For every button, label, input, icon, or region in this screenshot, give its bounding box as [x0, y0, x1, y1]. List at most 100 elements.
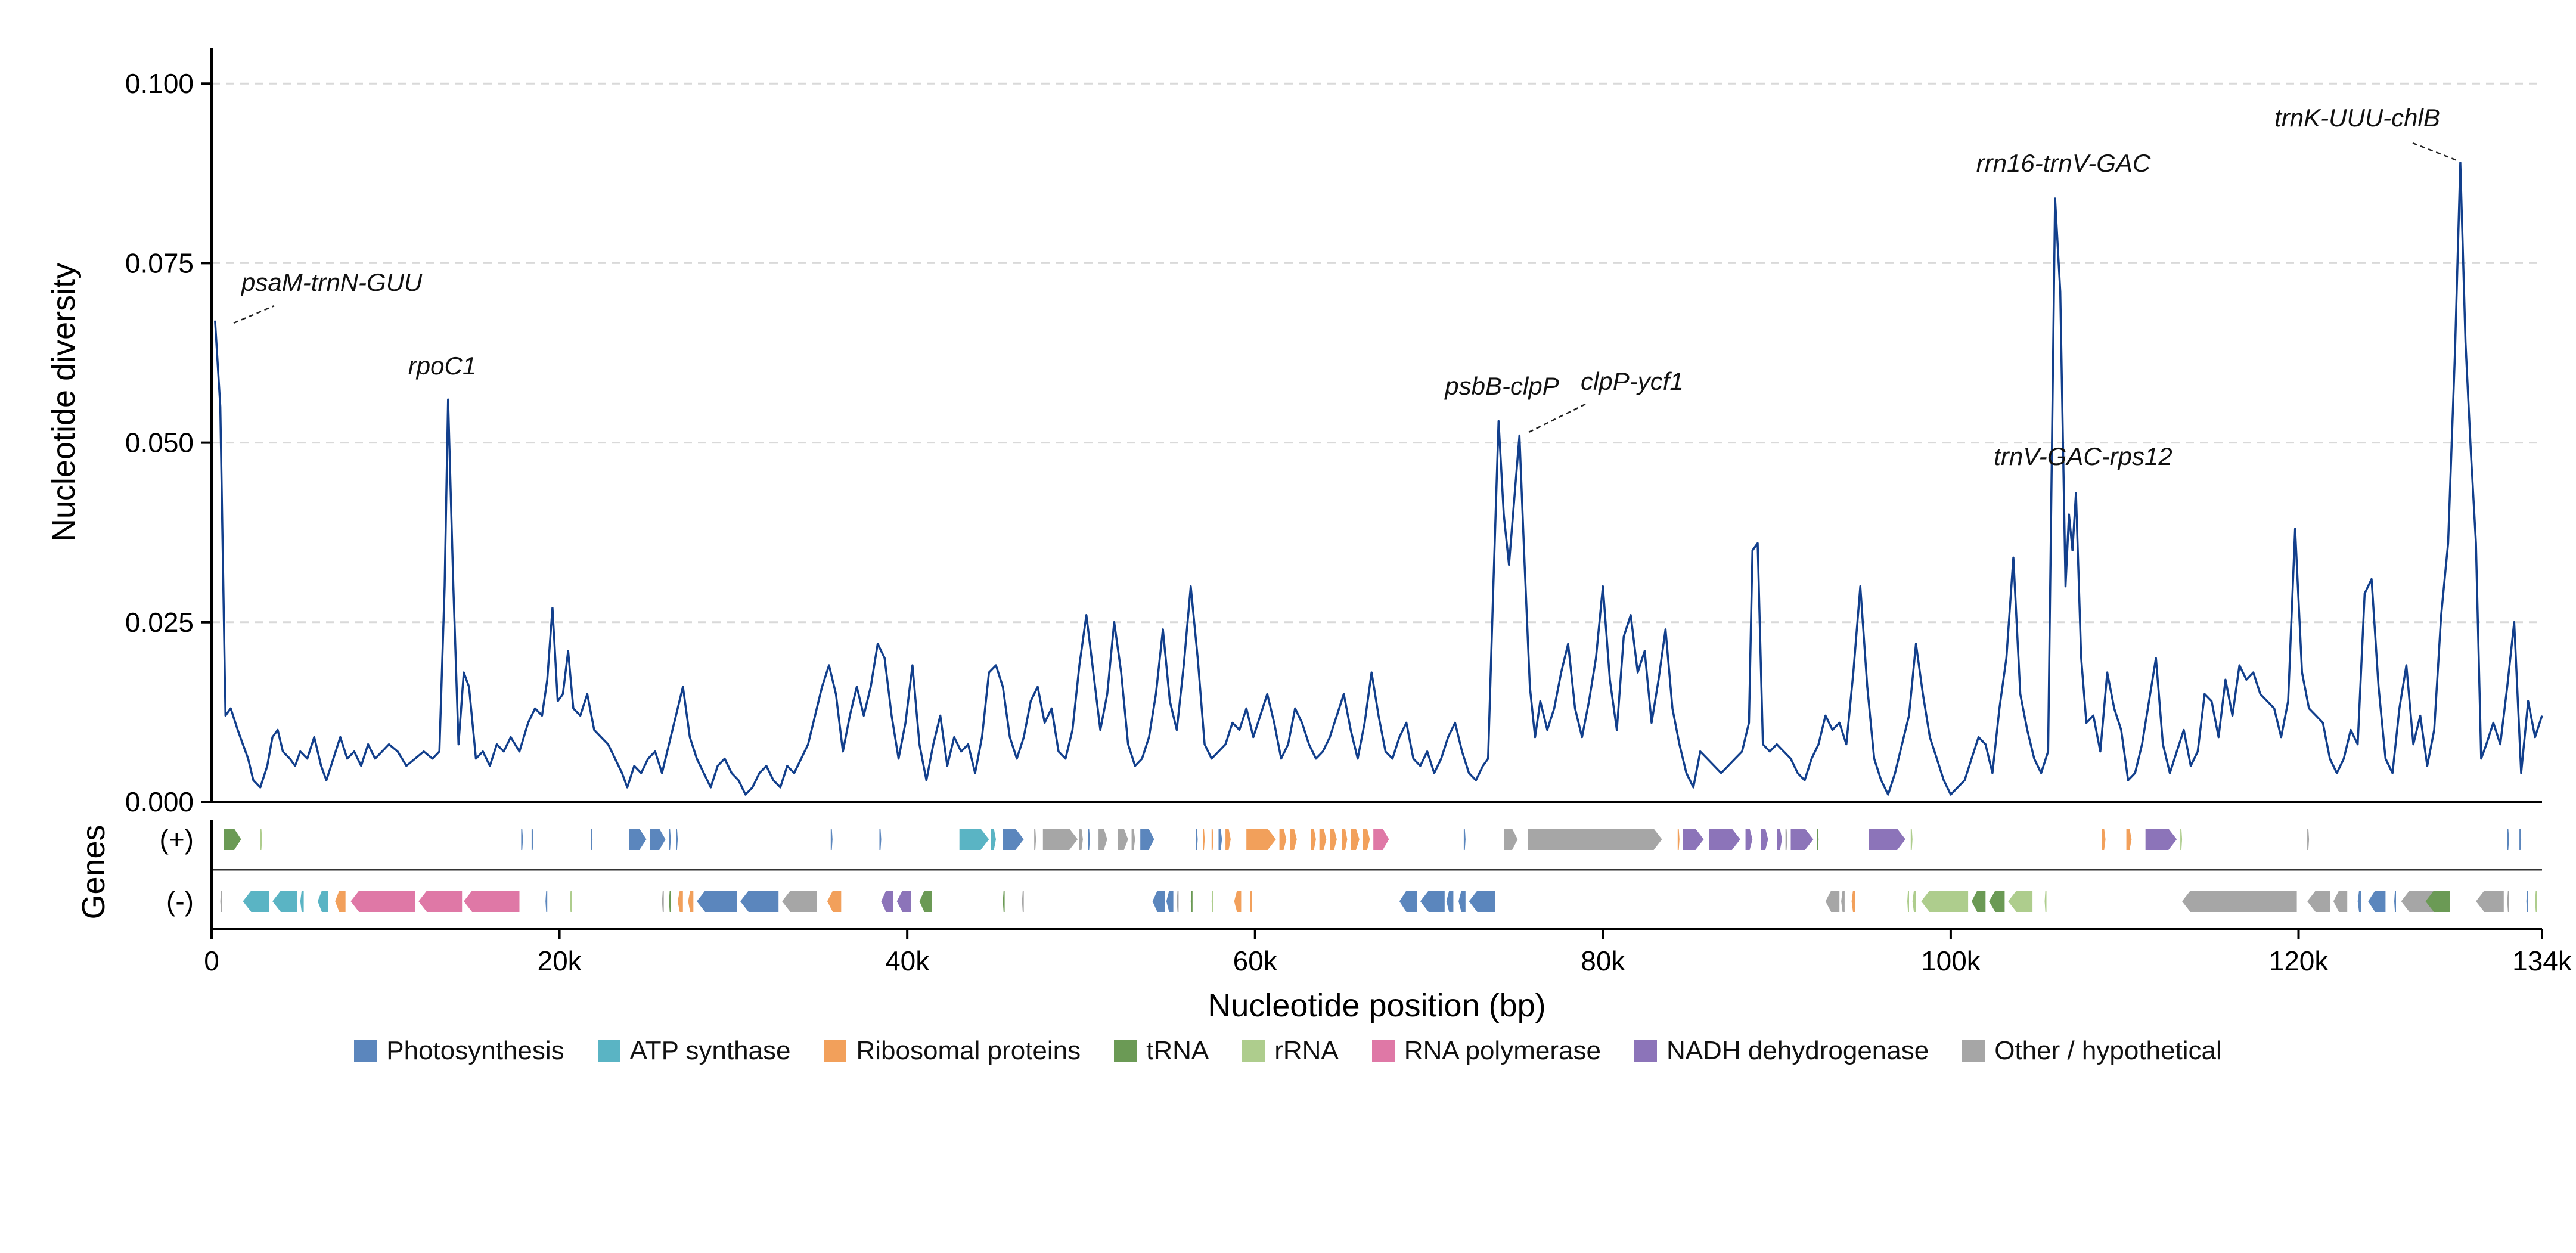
gene-block [919, 891, 932, 912]
legend-swatch [1371, 1040, 1395, 1062]
gene-block [1971, 891, 1986, 912]
gene-block [2180, 829, 2183, 850]
gene-block [260, 829, 262, 850]
legend-label: RNA polymerase [1404, 1036, 1601, 1065]
legend-swatch [1114, 1040, 1137, 1062]
y-tick-label: 0.100 [125, 68, 194, 99]
gene-block [1777, 829, 1782, 850]
gene-block [830, 829, 833, 850]
gene-block [1745, 829, 1753, 850]
gene-block [2102, 829, 2106, 850]
gene-block [669, 891, 671, 912]
gene-block [1851, 891, 1855, 912]
gene-block [1098, 829, 1107, 850]
gene-block [2008, 891, 2033, 912]
gene-block [1211, 829, 1213, 850]
gene-block [1225, 829, 1231, 850]
gene-block [1351, 829, 1360, 850]
legend-swatch [1242, 1040, 1265, 1062]
y-tick-label: 0.000 [125, 786, 194, 817]
annotation-label: rrn16-trnV-GAC [1976, 149, 2151, 177]
gene-block [1034, 829, 1036, 850]
legend-label: tRNA [1146, 1036, 1209, 1065]
gene-block [881, 891, 893, 912]
gene-block [662, 891, 664, 912]
gene-block [464, 891, 520, 912]
x-tick-label: 80k [1581, 945, 1625, 976]
gene-block [1196, 829, 1198, 850]
strand-label: (+) [160, 824, 194, 855]
gene-block [629, 829, 647, 850]
annotation-leader [2412, 142, 2459, 162]
gene-block [697, 891, 737, 912]
gene-block [1319, 829, 1327, 850]
gene-block [1912, 891, 1916, 912]
y-tick-label: 0.050 [125, 427, 194, 458]
annotation-label: trnK-UUU-chlB [2274, 104, 2440, 132]
gene-block [2526, 891, 2528, 912]
x-tick-label: 120k [2269, 945, 2329, 976]
legend-label: Photosynthesis [386, 1036, 564, 1065]
legend-label: ATP synthase [629, 1036, 791, 1065]
gene-block [1677, 829, 1680, 850]
gene-block [1790, 829, 1814, 850]
gene-block [2333, 891, 2348, 912]
gene-block [2476, 891, 2504, 912]
gene-block [531, 829, 533, 850]
x-tick-label: 100k [1921, 945, 1981, 976]
gene-block [1420, 891, 1445, 912]
gene-block [2519, 829, 2522, 850]
strand-label: (-) [166, 886, 194, 917]
gene-block [1363, 829, 1370, 850]
annotation-leader [233, 305, 275, 324]
annotation-label: psaM-trnN-GUU [240, 268, 423, 296]
gene-block [879, 829, 882, 850]
annotation-label: psbB-clpP [1444, 372, 1559, 400]
gene-block [1218, 829, 1222, 850]
legend-item: ATP synthase [597, 1036, 791, 1066]
gene-block [1211, 891, 1213, 912]
series-line [214, 162, 2543, 796]
gene-block [959, 829, 989, 850]
gene-block [1817, 829, 1819, 850]
diversity-series [214, 162, 2543, 796]
gene-block [896, 891, 911, 912]
gene-block [220, 891, 222, 912]
gene-block [2401, 891, 2435, 912]
plot-axes: 0.000 0.025 0.050 0.075 0.100 [125, 48, 2542, 817]
annotation-label: clpP-ycf1 [1581, 367, 1684, 395]
gene-block [1825, 891, 1840, 912]
gene-block [678, 891, 683, 912]
gene-block [650, 829, 666, 850]
gene-block [1463, 829, 1466, 850]
gene-block [1190, 891, 1193, 912]
peak-annotations: psaM-trnN-GUU rpoC1 psbB-clpP clpP-ycf1 rrn1… [233, 104, 2459, 470]
x-tick-label: 134k [2512, 945, 2572, 976]
gene-block [1683, 829, 1704, 850]
gene-block [1342, 829, 1348, 850]
gene-block [418, 891, 463, 912]
gene-block [1869, 829, 1905, 850]
gene-block [1250, 891, 1252, 912]
x-tick-label: 0 [204, 945, 219, 976]
legend-swatch [824, 1040, 847, 1062]
gene-block [272, 891, 297, 912]
gene-block [1246, 829, 1276, 850]
gene-block [1177, 891, 1179, 912]
gene-tracks: (+) (-) 0 20k 40k 60k 80k 100k 120k 134k [160, 820, 2572, 976]
gene-block [1373, 829, 1389, 850]
gene-block [827, 891, 842, 912]
gene-block [2307, 829, 2310, 850]
gene-block [570, 891, 572, 912]
gene-block [1088, 829, 1090, 850]
annotation-label: rpoC1 [408, 352, 476, 380]
gene-block [1921, 891, 1969, 912]
gene-block [1279, 829, 1287, 850]
gene-block [2507, 891, 2509, 912]
gene-block [1446, 891, 1454, 912]
gene-block [350, 891, 415, 912]
gene-block [1910, 829, 1913, 850]
legend-label: Ribosomal proteins [856, 1036, 1081, 1065]
gene-block [1118, 829, 1128, 850]
gene-block [1504, 829, 1518, 850]
